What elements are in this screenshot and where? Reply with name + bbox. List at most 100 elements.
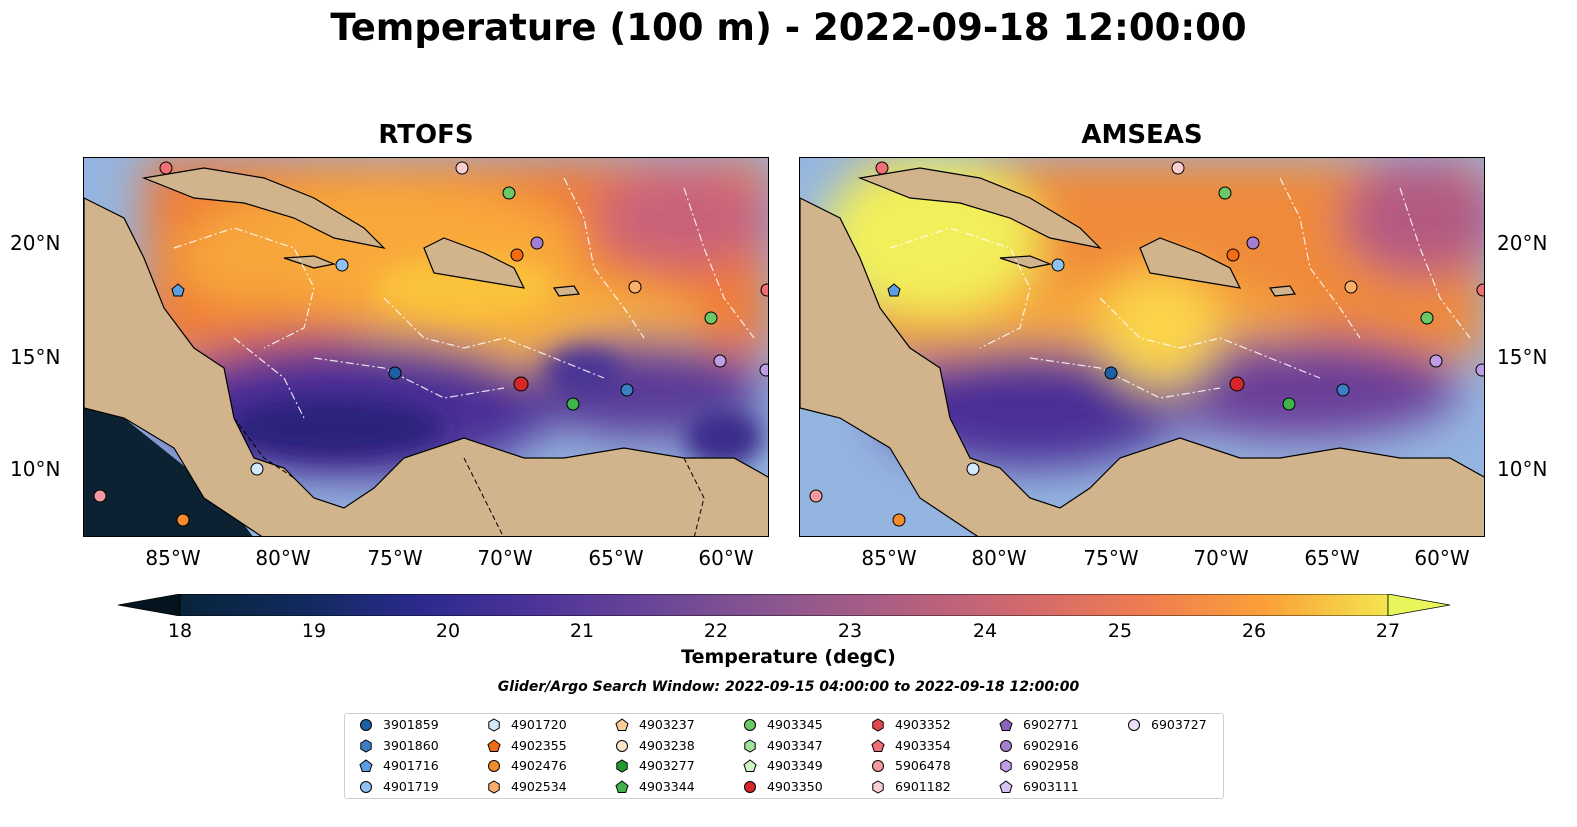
circle-marker-icon [488, 760, 500, 772]
legend-item-label: 6901182 [895, 779, 951, 794]
lon-tick-label: 65°W [1304, 546, 1360, 570]
circle-marker-icon [744, 719, 756, 731]
lat-tick-label: 10°N [10, 457, 61, 481]
circle-marker-icon [1128, 719, 1140, 731]
legend-item-label: 4903277 [639, 758, 695, 773]
hexagon-marker-icon [360, 739, 372, 753]
legend-item: 4903350 [743, 780, 823, 794]
legend-item-label: 6903727 [1151, 717, 1207, 732]
circle-marker-icon [360, 781, 372, 793]
legend-item-label: 6903111 [1023, 779, 1079, 794]
legend-item: 4902534 [487, 780, 567, 794]
circle-marker-icon [360, 719, 372, 731]
lon-tick-label: 65°W [588, 546, 644, 570]
colorbar-tick: 21 [569, 620, 595, 642]
legend-item: 6901182 [871, 780, 951, 794]
legend-item: 4903349 [743, 759, 823, 773]
legend-item-label: 4903349 [767, 758, 823, 773]
pentagon-marker-icon [871, 739, 885, 752]
colorbar-tick: 27 [1375, 620, 1401, 642]
legend-item-label: 4903347 [767, 738, 823, 753]
lon-tick-label: 75°W [1083, 546, 1139, 570]
lon-tick-label: 60°W [698, 546, 754, 570]
pentagon-marker-icon [743, 759, 757, 772]
legend-item: 4901720 [487, 718, 567, 732]
legend-item-label: 4903354 [895, 738, 951, 753]
legend-item: 5906478 [871, 759, 951, 773]
circle-marker-icon [616, 740, 628, 752]
legend-item: 6902771 [999, 718, 1079, 732]
lon-tick-label: 70°W [1193, 546, 1249, 570]
hexagon-marker-icon [872, 718, 884, 732]
colorbar-tick: 20 [435, 620, 461, 642]
legend-item: 6903727 [1127, 718, 1207, 732]
legend-item: 6903111 [999, 780, 1079, 794]
legend-item: 4902355 [487, 739, 567, 753]
lat-tick-label: 15°N [10, 345, 61, 369]
colorbar-tick: 19 [301, 620, 327, 642]
colorbar-tick: 24 [972, 620, 998, 642]
colorbar-tick: 18 [167, 620, 193, 642]
colorbar-tick: 22 [703, 620, 729, 642]
legend-item: 4902476 [487, 759, 567, 773]
panel-title-amseas: AMSEAS [1081, 120, 1203, 150]
lat-tick-label: 20°N [1497, 231, 1548, 255]
legend-item: 6902958 [999, 759, 1079, 773]
legend-item-label: 4903352 [895, 717, 951, 732]
lon-tick-label: 70°W [477, 546, 533, 570]
legend-item-label: 4902355 [511, 738, 567, 753]
lat-tick-label: 20°N [10, 231, 61, 255]
lon-tick-label: 85°W [145, 546, 201, 570]
legend-item: 4903237 [615, 718, 695, 732]
legend-item-label: 4901716 [383, 758, 439, 773]
legend-item-label: 6902958 [1023, 758, 1079, 773]
lon-tick-label: 80°W [971, 546, 1027, 570]
legend-item: 4903238 [615, 739, 695, 753]
main-title: Temperature (100 m) - 2022-09-18 12:00:0… [330, 6, 1247, 49]
lon-tick-label: 75°W [367, 546, 423, 570]
legend-item-label: 4902476 [511, 758, 567, 773]
legend-item: 4903345 [743, 718, 823, 732]
search-window-text: Glider/Argo Search Window: 2022-09-15 04… [497, 679, 1080, 695]
legend-item-label: 4901719 [383, 779, 439, 794]
panel-title-rtofs: RTOFS [378, 120, 474, 150]
legend-item: 4903354 [871, 739, 951, 753]
legend-item: 4901719 [359, 780, 439, 794]
legend-item-label: 3901860 [383, 738, 439, 753]
hexagon-marker-icon [872, 780, 884, 794]
legend-item: 4903347 [743, 739, 823, 753]
legend-item: 6902916 [999, 739, 1079, 753]
circle-marker-icon [1000, 740, 1012, 752]
pentagon-marker-icon [359, 759, 373, 772]
legend-item-label: 4903344 [639, 779, 695, 794]
colorbar [118, 594, 1450, 616]
legend-item-label: 5906478 [895, 758, 951, 773]
legend: 3901859 3901860 4901716 4901719 4901720 49023… [344, 713, 1224, 799]
map-rtofs[interactable] [83, 157, 769, 537]
circle-marker-icon [744, 781, 756, 793]
legend-item-label: 4903237 [639, 717, 695, 732]
colorbar-tick: 26 [1241, 620, 1267, 642]
legend-item-label: 6902916 [1023, 738, 1079, 753]
colorbar-tick: 23 [837, 620, 863, 642]
legend-item-label: 4903238 [639, 738, 695, 753]
map-amseas[interactable] [799, 157, 1485, 537]
legend-item: 4903277 [615, 759, 695, 773]
legend-item: 4901716 [359, 759, 439, 773]
lat-tick-label: 15°N [1497, 345, 1548, 369]
circle-marker-icon [872, 760, 884, 772]
legend-item-label: 4901720 [511, 717, 567, 732]
hexagon-marker-icon [488, 780, 500, 794]
lon-tick-label: 80°W [255, 546, 311, 570]
hexagon-marker-icon [616, 759, 628, 773]
legend-item-label: 4902534 [511, 779, 567, 794]
colorbar-tick: 25 [1107, 620, 1133, 642]
legend-item: 3901860 [359, 739, 439, 753]
pentagon-marker-icon [999, 718, 1013, 731]
legend-item-label: 6902771 [1023, 717, 1079, 732]
pentagon-marker-icon [487, 739, 501, 752]
pentagon-marker-icon [615, 780, 629, 793]
pentagon-marker-icon [615, 718, 629, 731]
hexagon-marker-icon [744, 739, 756, 753]
hexagon-marker-icon [488, 718, 500, 732]
